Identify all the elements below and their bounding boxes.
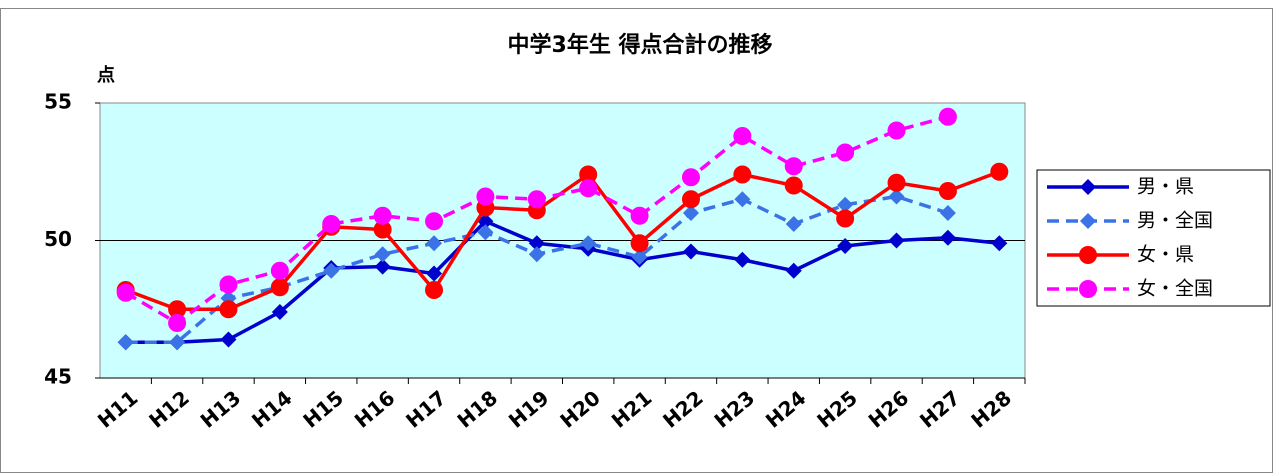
marker xyxy=(425,281,444,299)
x-tick-label: H16 xyxy=(350,386,400,433)
legend-label: 女・全国 xyxy=(1137,278,1213,300)
marker xyxy=(323,262,340,279)
marker xyxy=(887,173,906,192)
marker xyxy=(426,235,443,252)
x-tick-label: H15 xyxy=(298,386,348,433)
x-tick-label: H23 xyxy=(710,386,760,433)
y-tick-label: 55 xyxy=(44,90,72,114)
x-tick-label: H24 xyxy=(761,386,811,433)
marker xyxy=(734,191,751,208)
legend-marker xyxy=(1080,179,1096,195)
marker xyxy=(477,224,494,241)
x-tick-label: H19 xyxy=(504,386,554,433)
marker xyxy=(219,300,238,319)
marker xyxy=(322,215,341,233)
marker xyxy=(116,283,135,302)
marker xyxy=(734,251,751,268)
marker xyxy=(938,182,957,200)
marker xyxy=(477,213,494,230)
marker xyxy=(219,275,238,294)
legend-label: 女・県 xyxy=(1137,244,1194,266)
legend-marker xyxy=(1079,280,1097,298)
marker xyxy=(785,216,802,232)
marker xyxy=(528,235,545,252)
x-tick-label: H22 xyxy=(658,386,708,433)
marker xyxy=(631,249,648,265)
frame xyxy=(0,8,1273,473)
marker xyxy=(169,334,186,351)
marker xyxy=(733,127,752,145)
x-tick-label: H28 xyxy=(966,386,1016,433)
y-tick-label: 50 xyxy=(44,227,72,251)
x-tick-label: H17 xyxy=(401,386,451,433)
legend-box xyxy=(1036,169,1271,307)
marker xyxy=(888,188,905,205)
chart-title: 中学3年生 得点合計の推移 xyxy=(508,32,773,58)
marker xyxy=(938,107,957,126)
legend-marker xyxy=(1079,246,1097,264)
marker xyxy=(476,187,495,206)
marker xyxy=(270,278,289,297)
marker xyxy=(168,314,187,332)
marker xyxy=(220,331,237,348)
marker xyxy=(579,179,598,198)
marker xyxy=(374,258,391,275)
marker xyxy=(939,205,956,221)
marker xyxy=(682,243,699,260)
y-axis-label: 点 xyxy=(97,64,115,86)
marker xyxy=(373,206,392,225)
y-tick-label: 45 xyxy=(44,365,72,389)
x-tick-label: H12 xyxy=(144,386,194,433)
marker xyxy=(837,196,854,213)
marker xyxy=(681,190,700,209)
x-tick-label: H18 xyxy=(453,386,503,433)
marker xyxy=(426,265,443,282)
marker xyxy=(373,220,392,239)
marker xyxy=(374,246,391,263)
x-tick-label: H27 xyxy=(915,386,965,433)
x-tick-label: H20 xyxy=(555,386,605,433)
marker xyxy=(580,235,597,252)
marker xyxy=(888,232,905,249)
marker xyxy=(425,212,444,231)
marker xyxy=(784,176,803,195)
marker xyxy=(837,238,854,254)
marker xyxy=(784,157,803,176)
x-tick-label: H21 xyxy=(607,386,657,433)
series-line xyxy=(125,219,1000,344)
marker xyxy=(527,190,546,209)
marker xyxy=(682,205,699,221)
x-tick-label: H13 xyxy=(196,386,246,433)
legend-label: 男・県 xyxy=(1137,176,1194,198)
marker xyxy=(579,165,598,184)
x-tick-label: H11 xyxy=(93,386,143,433)
marker xyxy=(887,121,906,140)
legend-label: 男・全国 xyxy=(1137,210,1213,232)
marker xyxy=(630,234,649,253)
marker xyxy=(271,304,288,320)
x-tick-label: H14 xyxy=(247,386,297,433)
marker xyxy=(785,262,802,279)
marker xyxy=(836,143,855,162)
marker xyxy=(630,206,649,225)
x-tick-label: H26 xyxy=(864,386,914,433)
marker xyxy=(733,165,752,184)
marker xyxy=(681,168,700,187)
marker xyxy=(117,334,134,351)
legend-marker xyxy=(1080,213,1096,229)
marker xyxy=(528,246,545,263)
x-tick-label: H25 xyxy=(812,386,862,433)
marker xyxy=(990,162,1009,181)
marker xyxy=(836,209,855,228)
marker xyxy=(270,261,289,280)
marker xyxy=(991,235,1008,252)
marker xyxy=(939,229,956,246)
marker xyxy=(168,300,187,319)
